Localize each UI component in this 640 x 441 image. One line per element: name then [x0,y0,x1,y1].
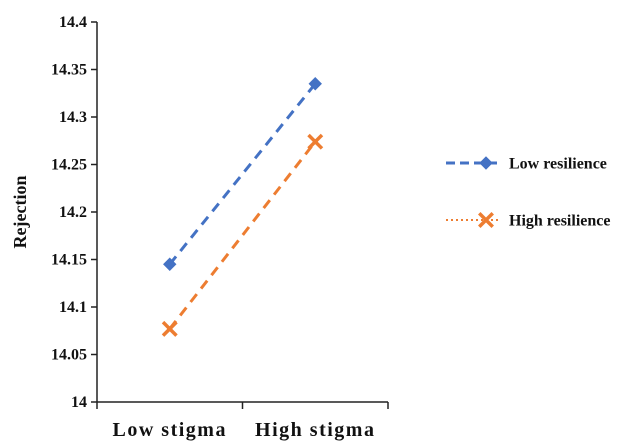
data-point-marker [307,133,324,150]
data-point-marker [163,257,177,271]
x-category-labels: Low stigma High stigma [113,419,375,441]
data-point-marker [161,320,178,337]
y-tick-label: 14.35 [51,62,87,79]
legend-marker [479,156,493,170]
series-line-1 [168,82,317,266]
y-tick-labels: 14 14.05 14.1 14.15 14.2 14.25 14.3 14.35 14.4 [51,14,87,411]
legend-marker [478,212,494,228]
y-tick-label: 14.1 [59,299,87,316]
series-line-2 [168,140,317,330]
y-tick-label: 14.3 [59,109,87,126]
x-category-label: High stigma [255,419,375,441]
y-axis-title: Rejection [10,176,30,249]
y-tick-label: 14.4 [59,14,87,31]
legend-label: Low resilience [509,156,607,173]
series-group [161,77,324,337]
legend: Low resilience High resilience [446,156,610,230]
y-tick-label: 14.15 [51,252,87,269]
legend-label: High resilience [509,213,610,230]
y-tick-label: 14.25 [51,157,87,174]
y-tick-label: 14.05 [51,347,87,364]
x-category-label: Low stigma [113,419,227,441]
data-point-marker [308,77,322,91]
axes [91,21,389,409]
y-tick-label: 14.2 [59,204,87,221]
y-tick-label: 14 [71,394,87,411]
